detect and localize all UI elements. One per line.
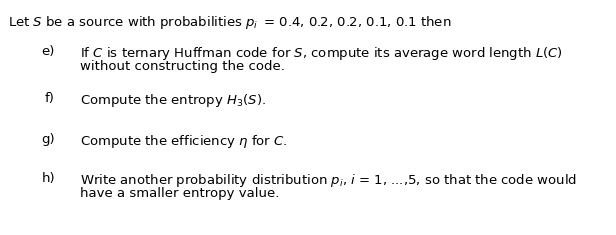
Text: Compute the efficiency $\eta$ for $C$.: Compute the efficiency $\eta$ for $C$.: [80, 133, 288, 150]
Text: without constructing the code.: without constructing the code.: [80, 60, 285, 73]
Text: f): f): [45, 92, 55, 105]
Text: If $C$ is ternary Huffman code for $S$, compute its average word length $L(C)$: If $C$ is ternary Huffman code for $S$, …: [80, 45, 563, 62]
Text: Let $S$ be a source with probabilities $p_i\,$ = 0.4, 0.2, 0.2, 0.1, 0.1 then: Let $S$ be a source with probabilities $…: [8, 14, 452, 31]
Text: have a smaller entropy value.: have a smaller entropy value.: [80, 187, 280, 200]
Text: e): e): [42, 45, 55, 58]
Text: Write another probability distribution $p_i$, $i$ = 1, ...,5, so that the code w: Write another probability distribution $…: [80, 172, 577, 189]
Text: Compute the entropy $H_3(S)$.: Compute the entropy $H_3(S)$.: [80, 92, 266, 109]
Text: g): g): [41, 133, 55, 146]
Text: h): h): [41, 172, 55, 185]
